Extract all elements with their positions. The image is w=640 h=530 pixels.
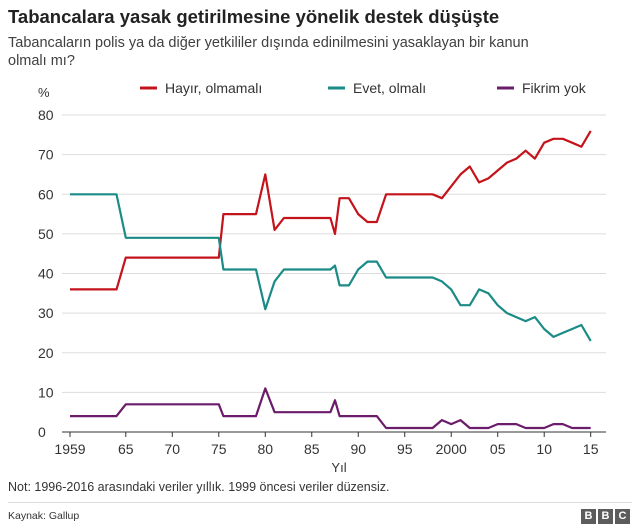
- y-tick-label: 20: [38, 345, 54, 361]
- y-tick-label: 40: [38, 266, 54, 282]
- y-tick-label: 80: [38, 107, 54, 123]
- series-line-3: [70, 387, 591, 430]
- logo-letter: B: [581, 509, 596, 524]
- logo-letter: B: [598, 509, 613, 524]
- x-tick-label: 05: [490, 441, 506, 457]
- x-tick-label: 80: [257, 441, 273, 457]
- x-tick-label: 15: [583, 441, 599, 457]
- legend: Hayır, olmamalı Evet, olmalı Fikrim yok: [140, 80, 587, 96]
- y-tick-label: 0: [38, 424, 46, 440]
- legend-label: Evet, olmalı: [353, 80, 426, 96]
- footnote: Not: 1996-2016 arasındaki veriler yıllık…: [8, 480, 390, 494]
- y-tick-label: 60: [38, 186, 54, 202]
- x-tick-label: 65: [118, 441, 134, 457]
- y-tick-label: 30: [38, 305, 54, 321]
- source-credit: Kaynak: Gallup: [8, 510, 80, 522]
- y-axis-label: %: [38, 85, 50, 100]
- footer-divider: [8, 502, 632, 503]
- x-tick-label: 1959: [54, 441, 85, 457]
- series-line-2: [70, 193, 592, 342]
- y-tick-label: 70: [38, 147, 54, 163]
- gridlines: [62, 114, 606, 393]
- logo-letter: C: [615, 509, 630, 524]
- x-tick-label: 2000: [436, 441, 467, 457]
- x-tick-label: 70: [164, 441, 180, 457]
- bbc-logo: B B C: [581, 509, 630, 524]
- x-tick-label: 10: [536, 441, 552, 457]
- chart-title: Tabancalara yasak getirilmesine yönelik …: [8, 6, 500, 27]
- x-axis-label: Yıl: [331, 460, 346, 475]
- y-tick-label: 10: [38, 384, 54, 400]
- legend-label: Hayır, olmamalı: [165, 80, 262, 96]
- x-tick-label: 85: [304, 441, 320, 457]
- series-line-1: [70, 130, 592, 291]
- x-tick-label: 95: [397, 441, 413, 457]
- y-tick-label: 50: [38, 226, 54, 242]
- x-tick-label: 75: [211, 441, 227, 457]
- chart-subtitle: Tabancaların polis ya da diğer yetkilile…: [8, 35, 529, 69]
- axes: 0 10 20 30 40 50 60 70 80% 1959 65 70 75 80 85 90 95 2000…: [38, 85, 606, 475]
- legend-label: Fikrim yok: [522, 80, 587, 96]
- x-tick-label: 90: [350, 441, 366, 457]
- line-chart: 0 10 20 30 40 50 60 70 80% 1959 65 70 75 80 85 90 95 2000…: [38, 80, 606, 475]
- series-lines: [70, 130, 592, 430]
